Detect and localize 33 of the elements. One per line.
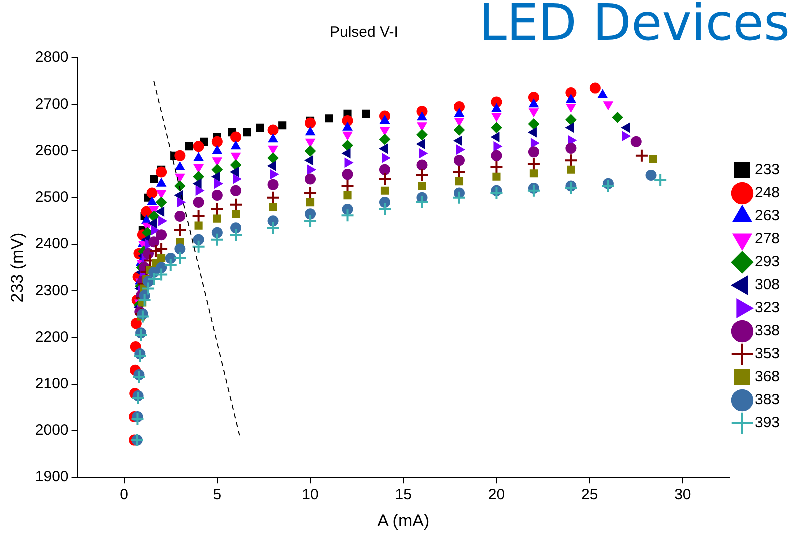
legend-label: 233 xyxy=(754,162,780,179)
y-tick-label: 2500 xyxy=(35,189,69,206)
legend-label: 278 xyxy=(754,230,780,248)
x-tick-label: 20 xyxy=(488,486,506,504)
chart-subtitle: Pulsed V-I xyxy=(330,24,398,41)
y-tick-label: 2600 xyxy=(35,142,69,160)
legend-label: 393 xyxy=(754,414,780,432)
legend-label: 308 xyxy=(754,276,780,294)
y-tick-label: 2000 xyxy=(35,422,69,440)
x-tick-label: 25 xyxy=(581,486,598,504)
y-tick-label: 2700 xyxy=(35,96,69,113)
x-tick-label: 15 xyxy=(395,486,412,504)
chart-title: LED Devices xyxy=(479,0,790,52)
x-tick-label: 30 xyxy=(674,486,692,504)
y-tick-label: 2400 xyxy=(35,236,69,253)
legend-label: 248 xyxy=(754,184,780,202)
legend-label: 368 xyxy=(754,368,780,386)
y-tick-label: 2100 xyxy=(35,375,69,392)
y-axis-title: 233 (mV) xyxy=(8,232,27,303)
y-tick-label: 1900 xyxy=(35,468,69,486)
legend-label: 323 xyxy=(754,300,780,317)
y-tick-label: 2200 xyxy=(35,328,69,346)
x-axis-title: A (mA) xyxy=(378,511,430,530)
x-tick-label: 10 xyxy=(302,486,319,504)
y-tick-label: 2800 xyxy=(35,49,69,66)
legend-label: 383 xyxy=(754,392,780,409)
legend-label: 293 xyxy=(754,254,780,271)
x-tick-label: 5 xyxy=(213,486,222,504)
legend-label: 338 xyxy=(754,322,780,340)
y-tick-label: 2300 xyxy=(35,282,69,300)
legend-label: 263 xyxy=(754,208,780,225)
x-tick-label: 0 xyxy=(120,486,128,504)
legend-label: 353 xyxy=(754,346,780,363)
